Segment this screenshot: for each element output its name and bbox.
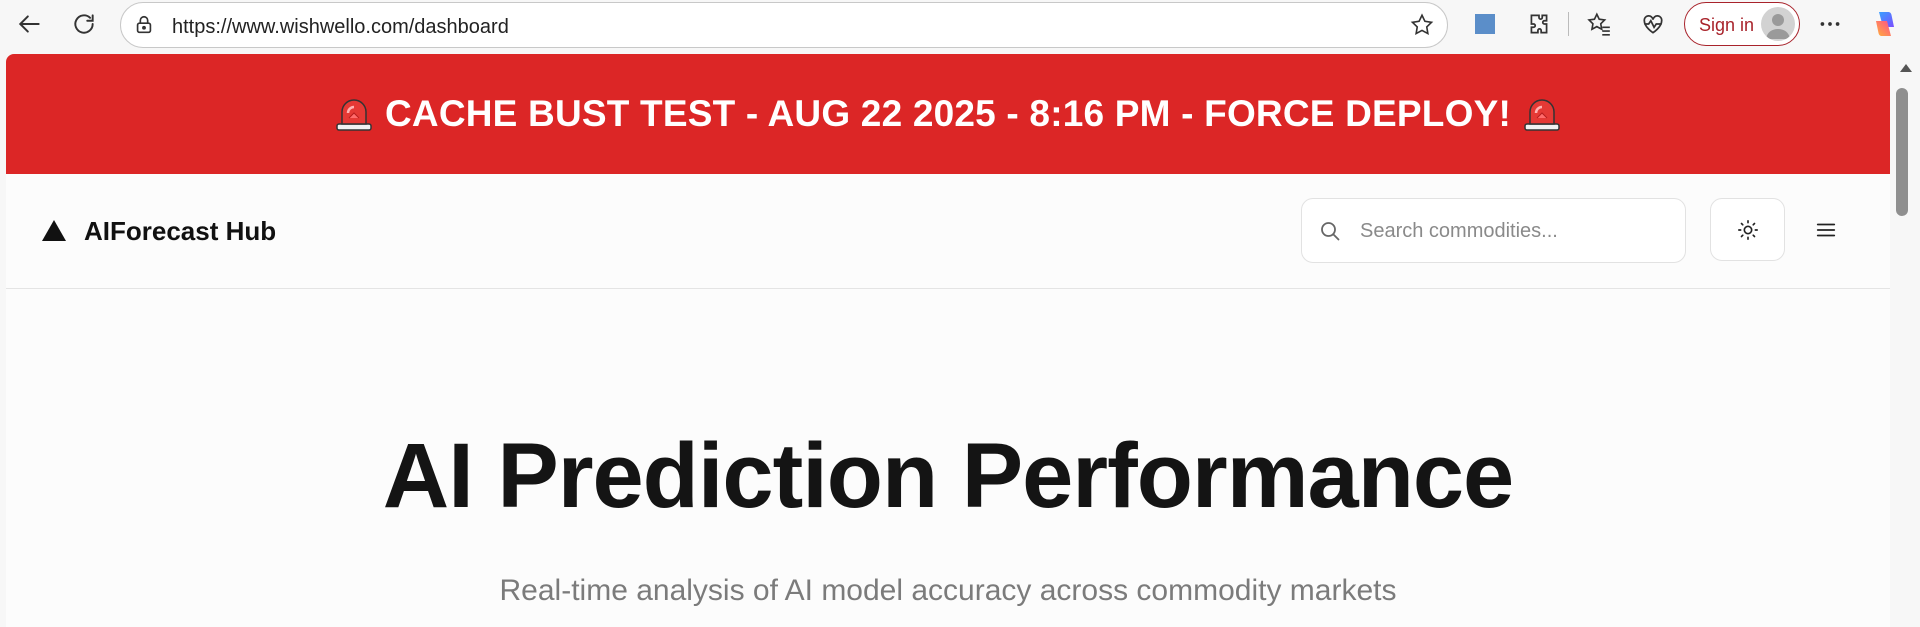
favorite-star-icon[interactable] — [1409, 12, 1435, 43]
sign-in-label: Sign in — [1699, 15, 1755, 35]
page-title: AI Prediction Performance — [382, 425, 1514, 527]
hamburger-menu-icon — [1816, 223, 1836, 237]
logo-triangle-icon[interactable] — [42, 220, 66, 241]
menu-button[interactable] — [1806, 210, 1846, 250]
more-options-icon[interactable] — [1815, 9, 1845, 39]
scroll-up-arrow-icon[interactable] — [1900, 64, 1912, 72]
copilot-icon[interactable] — [1870, 9, 1900, 39]
reload-icon — [74, 14, 94, 34]
page-subtitle: Real-time analysis of AI model accuracy … — [499, 574, 1397, 607]
health-heart-icon[interactable] — [1638, 9, 1668, 39]
address-bar[interactable]: https://www.wishwello.com/dashboard — [120, 2, 1448, 48]
lock-icon[interactable] — [133, 14, 155, 41]
arrow-left-icon — [18, 15, 40, 33]
site-header: AIForecast Hub — [6, 174, 1890, 289]
extension-square-icon[interactable] — [1470, 9, 1500, 39]
banner-text: CACHE BUST TEST - AUG 22 2025 - 8:16 PM … — [385, 93, 1511, 134]
reload-button[interactable] — [66, 6, 102, 42]
sign-in-button[interactable]: Sign in — [1684, 2, 1800, 46]
search-box[interactable] — [1301, 198, 1686, 263]
toolbar-separator — [1568, 12, 1569, 36]
theme-toggle-button[interactable] — [1710, 198, 1785, 261]
page-scrollbar[interactable] — [1892, 54, 1920, 627]
siren-icon — [336, 99, 372, 131]
extensions-puzzle-icon[interactable] — [1524, 9, 1554, 39]
logo-text[interactable]: AIForecast Hub — [84, 216, 277, 246]
alert-banner: CACHE BUST TEST - AUG 22 2025 - 8:16 PM … — [6, 54, 1890, 174]
siren-icon — [1524, 99, 1560, 131]
avatar-icon — [1761, 7, 1795, 41]
search-icon — [1318, 219, 1342, 248]
scrollbar-thumb[interactable] — [1896, 88, 1908, 216]
browser-toolbar: https://www.wishwello.com/dashboard Sign… — [0, 0, 1920, 50]
sun-icon — [1737, 219, 1758, 240]
url-text[interactable]: https://www.wishwello.com/dashboard — [172, 16, 509, 38]
favorites-icon[interactable] — [1584, 9, 1614, 39]
search-input[interactable] — [1360, 213, 1670, 249]
page-viewport: CACHE BUST TEST - AUG 22 2025 - 8:16 PM … — [6, 54, 1890, 627]
back-button[interactable] — [12, 6, 48, 42]
